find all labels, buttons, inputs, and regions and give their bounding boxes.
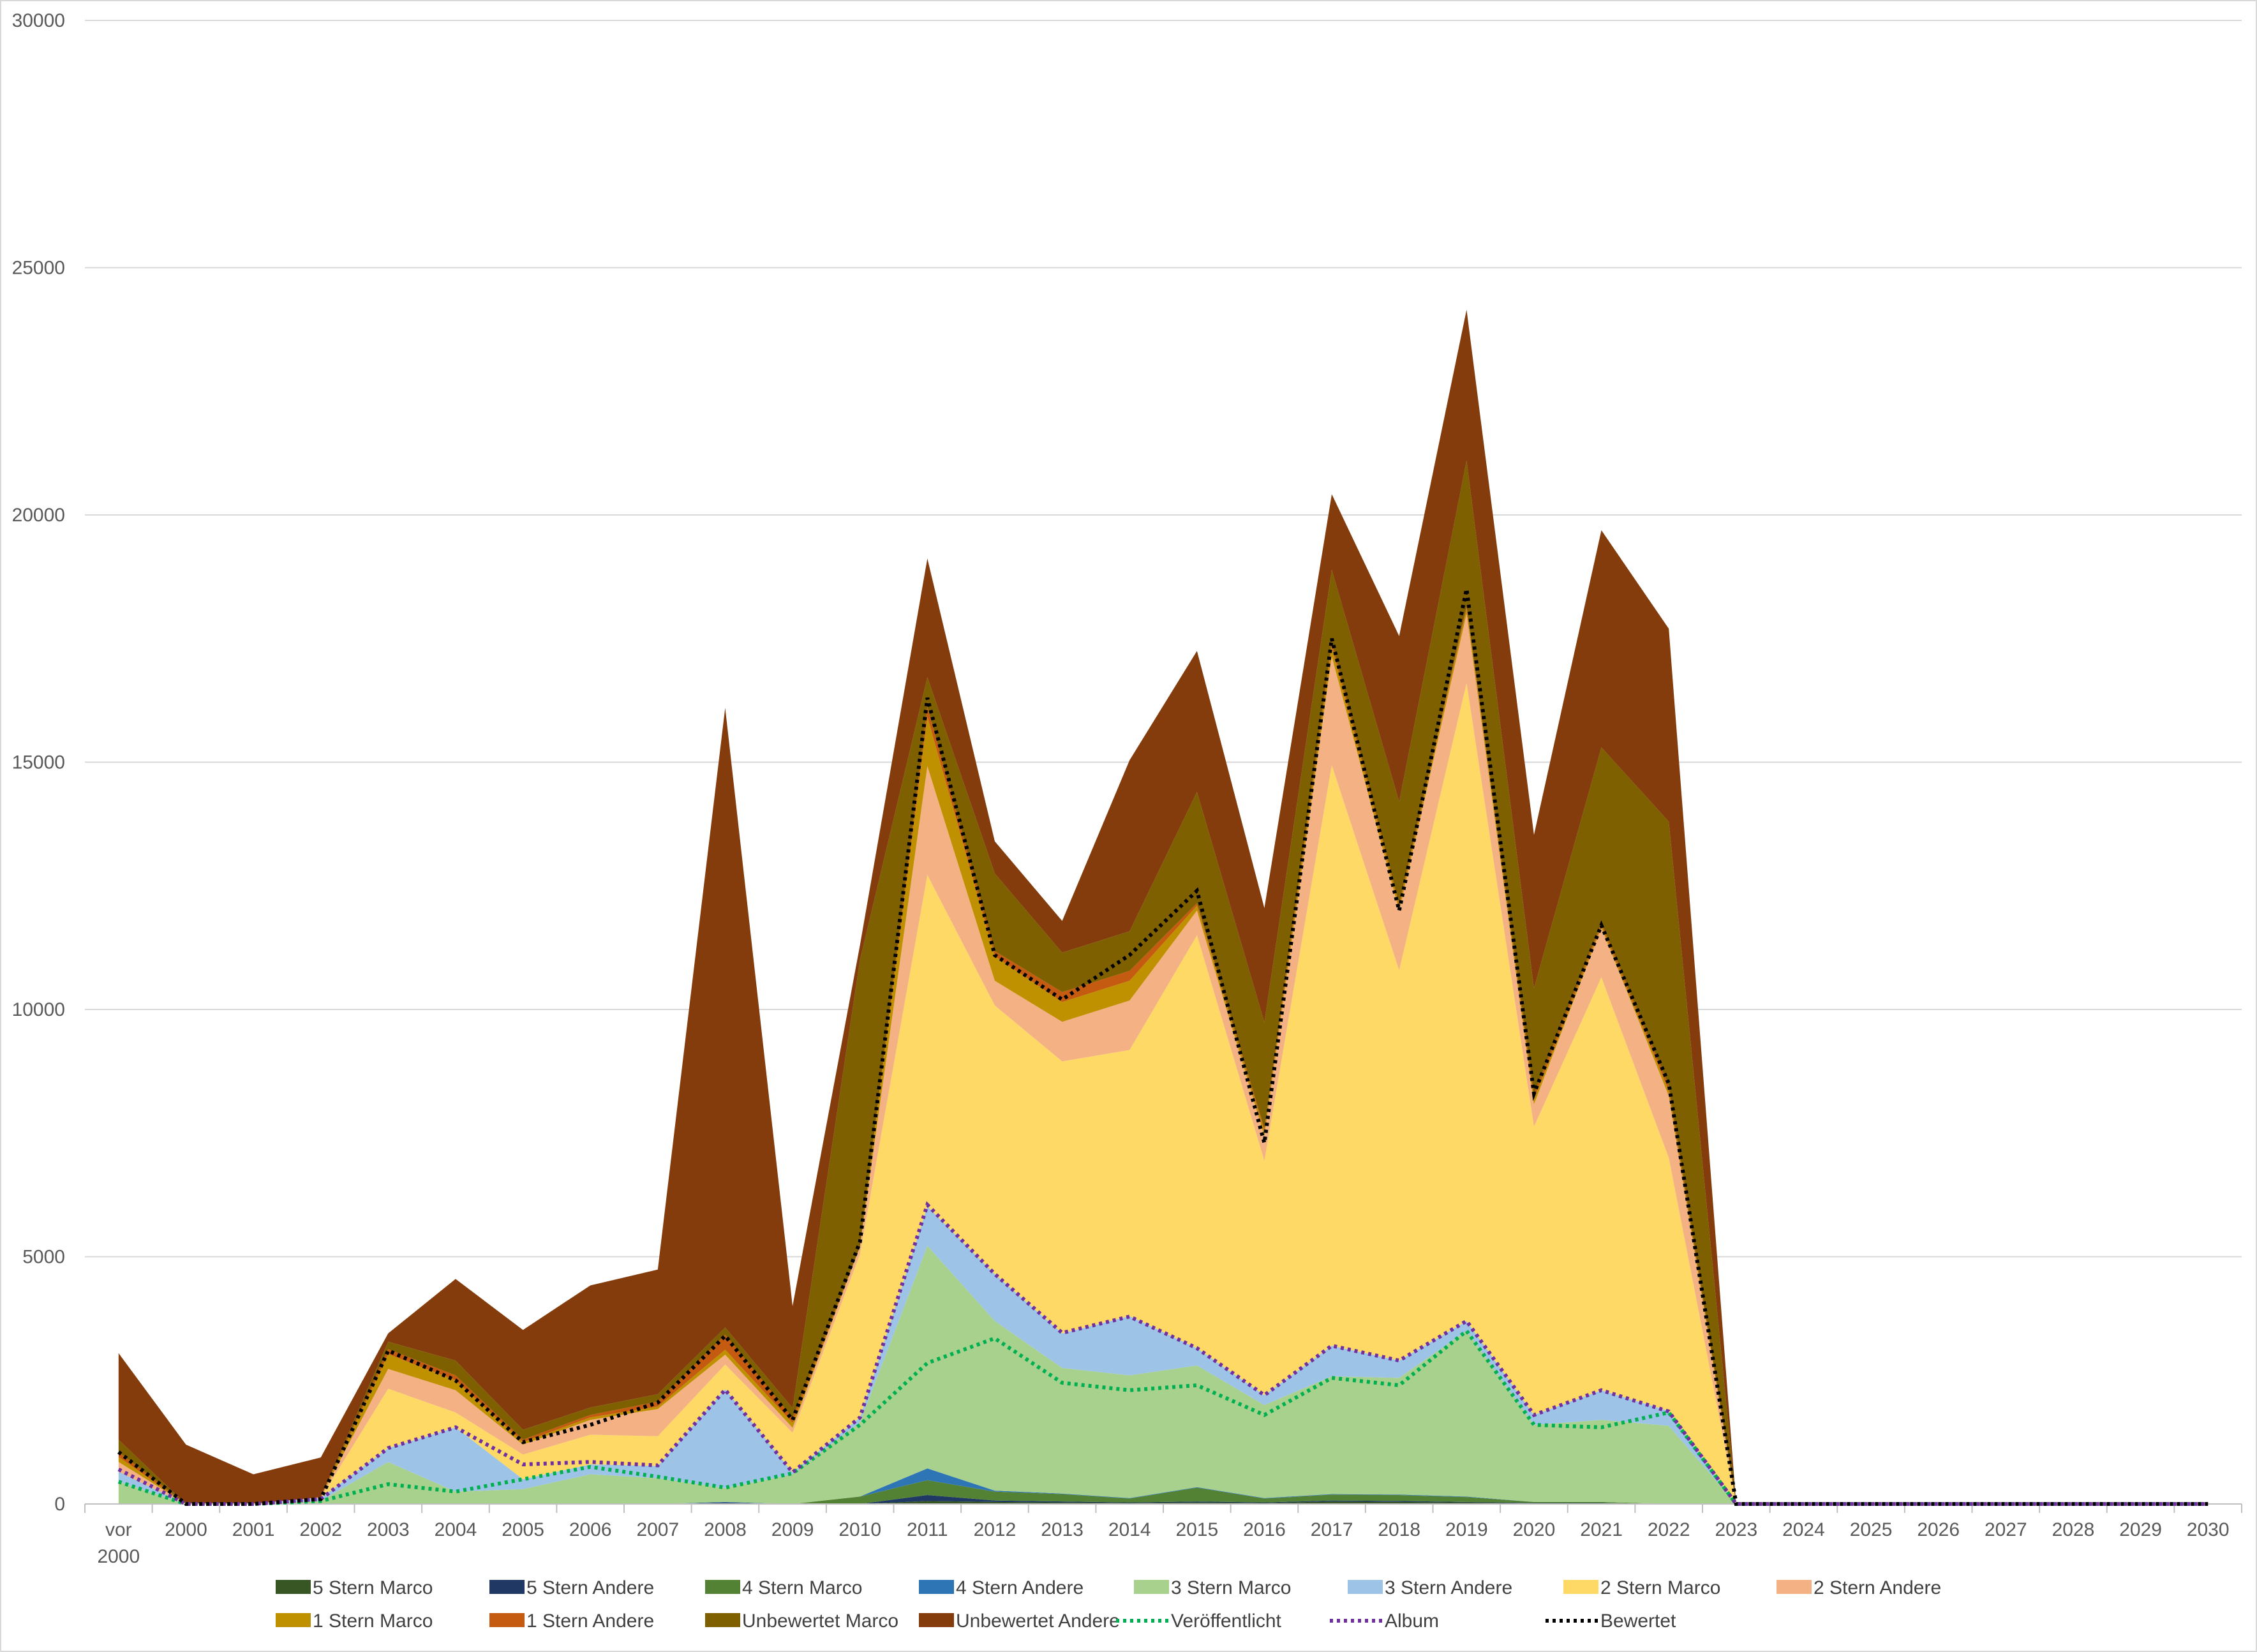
x-tick-label: 2007: [636, 1519, 679, 1540]
x-tick-label: 2013: [1041, 1519, 1084, 1540]
legend-label: 3 Stern Marco: [1171, 1577, 1291, 1598]
y-tick-label: 15000: [12, 752, 65, 773]
legend-swatch: [919, 1580, 954, 1594]
x-tick-label: 2002: [299, 1519, 342, 1540]
x-tick-label: 2001: [232, 1519, 275, 1540]
y-tick-label: 5000: [22, 1247, 65, 1268]
legend-label: 4 Stern Andere: [956, 1577, 1084, 1598]
x-tick-label: 2024: [1782, 1519, 1825, 1540]
x-tick-label: 2015: [1175, 1519, 1218, 1540]
x-tick-label: 2000: [165, 1519, 207, 1540]
x-tick-label: 2021: [1580, 1519, 1623, 1540]
legend-label: 5 Stern Andere: [526, 1577, 654, 1598]
area-2-stern-marco: [118, 683, 2209, 1504]
x-tick-label: 2009: [771, 1519, 814, 1540]
x-tick-label: 2003: [367, 1519, 410, 1540]
legend-label: Bewertet: [1600, 1611, 1676, 1632]
x-tick-label: 2012: [974, 1519, 1017, 1540]
gridlines: [85, 20, 2242, 1258]
x-tick-label: 2023: [1715, 1519, 1757, 1540]
legend-label: Unbewertet Andere: [956, 1611, 1120, 1632]
x-tick-label: 2010: [838, 1519, 881, 1540]
legend-swatch: [276, 1580, 311, 1594]
x-tick-label: 2004: [435, 1519, 477, 1540]
area-5-stern-andere: [118, 1495, 2209, 1504]
x-tick-label: 2016: [1243, 1519, 1286, 1540]
legend-label: 2 Stern Marco: [1600, 1577, 1720, 1598]
x-tick-label: 2017: [1311, 1519, 1353, 1540]
x-tick-label: 2027: [1985, 1519, 2027, 1540]
y-tick-label: 20000: [12, 505, 65, 526]
x-tick-label: 2020: [1513, 1519, 1556, 1540]
area-3-stern-andere: [118, 1206, 2209, 1504]
y-tick-label: 25000: [12, 258, 65, 279]
area-4-stern-marco: [118, 1480, 2209, 1504]
x-tick-label: 2028: [2052, 1519, 2095, 1540]
x-tick-label: 2030: [2187, 1519, 2230, 1540]
x-tick-label: 2005: [502, 1519, 544, 1540]
area-3-stern-marco: [118, 1246, 2209, 1504]
legend-label: 3 Stern Andere: [1385, 1577, 1512, 1598]
legend-label: 4 Stern Marco: [742, 1577, 862, 1598]
y-tick-label: 10000: [12, 999, 65, 1020]
legend-label: Album: [1385, 1611, 1439, 1632]
line-bewertet: [117, 588, 2209, 1506]
x-tick-label: 2022: [1648, 1519, 1690, 1540]
legend-swatch: [489, 1613, 525, 1627]
y-tick-label: 0: [54, 1494, 65, 1515]
legend-label: Unbewertet Marco: [742, 1611, 898, 1632]
x-tick-label: 2018: [1378, 1519, 1420, 1540]
legend-label: 1 Stern Andere: [526, 1611, 654, 1632]
legend-label: 1 Stern Marco: [313, 1611, 433, 1632]
legend-label: 5 Stern Marco: [313, 1577, 433, 1598]
legend-label: Veröffentlicht: [1171, 1611, 1282, 1632]
x-tick-label: 2029: [2119, 1519, 2162, 1540]
legend-swatch: [705, 1580, 740, 1594]
legend-swatch: [1134, 1580, 1169, 1594]
y-tick-label: 30000: [12, 10, 65, 31]
x-tick-label: 2019: [1445, 1519, 1488, 1540]
legend-swatch: [489, 1580, 525, 1594]
legend-swatch: [705, 1613, 740, 1627]
legend: 5 Stern Marco 5 Stern Andere 4 Stern Marco…: [276, 1577, 1941, 1632]
legend-swatch: [919, 1613, 954, 1627]
x-tick-label: 2006: [569, 1519, 612, 1540]
x-tick-label: 2011: [907, 1519, 948, 1540]
legend-swatch: [276, 1613, 311, 1627]
x-tick-label: vor 2000: [97, 1519, 140, 1567]
line-album: [117, 1201, 2209, 1506]
x-tick-label: 2008: [704, 1519, 747, 1540]
x-tick-label: 2014: [1108, 1519, 1151, 1540]
x-tick-label: 2025: [1850, 1519, 1893, 1540]
legend-swatch: [1563, 1580, 1598, 1594]
x-tick-label: 2026: [1917, 1519, 1960, 1540]
legend-label: 2 Stern Andere: [1814, 1577, 1941, 1598]
legend-swatch: [1348, 1580, 1383, 1594]
area-series-group: [118, 309, 2209, 1504]
legend-swatch: [1777, 1580, 1812, 1594]
